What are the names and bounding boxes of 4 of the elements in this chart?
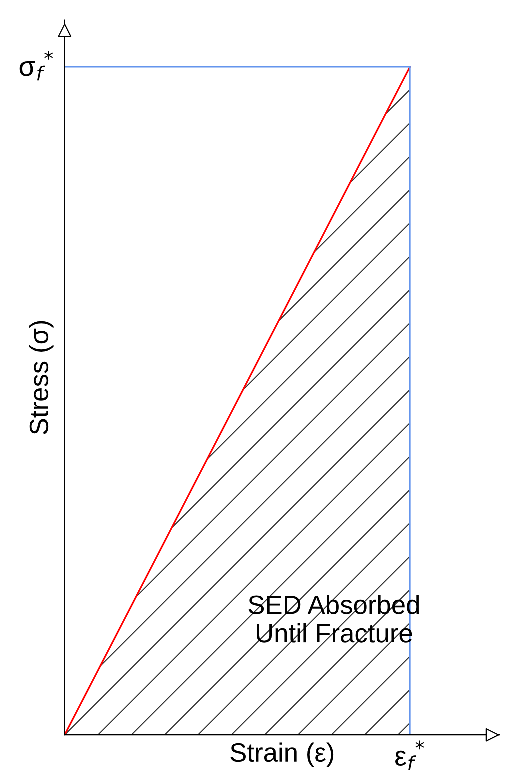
text: σ$_{f}$$^{*}$ xyxy=(20,51,54,81)
y-axis-title: Stress (σ) xyxy=(29,321,54,434)
text: ε$_{f}$$^{*}$ xyxy=(396,740,424,770)
x-axis-title: Strain (ε) xyxy=(230,742,334,768)
